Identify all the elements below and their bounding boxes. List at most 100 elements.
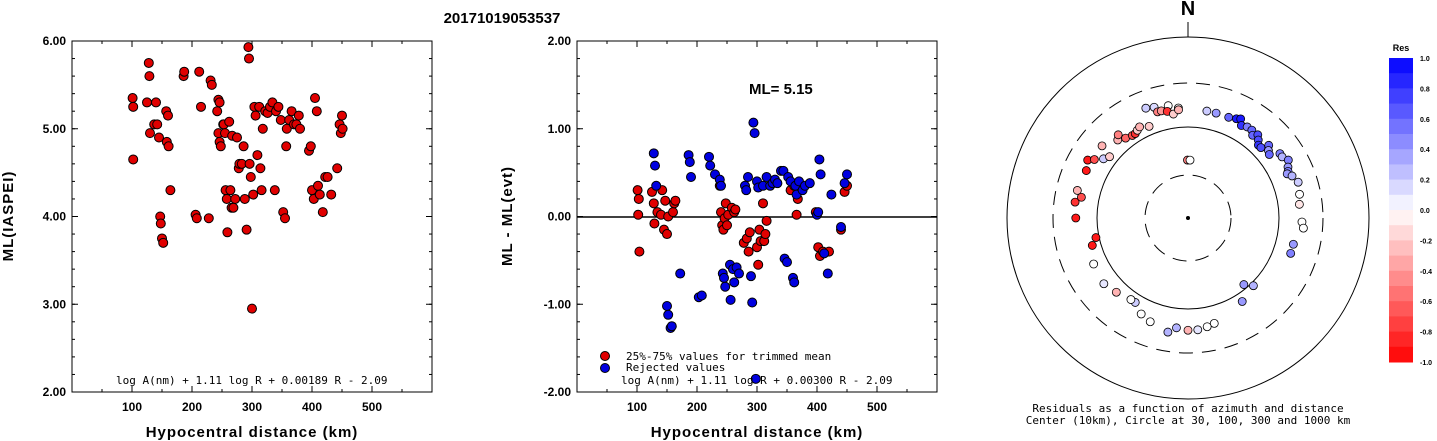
polar-point [1070,197,1080,207]
data-point [305,141,316,152]
data-point [244,158,255,169]
polar-point [1097,141,1107,151]
polar-point [1288,239,1298,249]
data-point [247,303,257,314]
data-point [662,301,672,312]
polar-point [1294,199,1304,209]
colorbar-tick-label: 0.6 [1420,117,1430,124]
data-point [273,101,284,112]
data-point [286,106,297,117]
data-point [243,42,254,53]
plot2-xlabel: Hypocentral distance (km) [651,424,864,441]
colorbar-tick-label: 0.2 [1420,178,1430,185]
plot1-axes: 100 200 300 400 500 2.00 3.00 4.00 5.00 6.00 [43,34,432,414]
polar-points [1070,101,1308,337]
y-tick-label: 3.00 [43,297,67,311]
polar-point [1185,155,1195,165]
data-point [222,227,233,238]
plot2-formula: log A(nm) + 1.11 log R + 0.00300 R - 2.0… [621,374,893,387]
y-tick-label: 4.00 [43,210,67,224]
data-point [196,101,206,112]
polar-point [1183,325,1193,335]
polar-point [1174,105,1183,115]
plot1-points [127,42,348,314]
y-tick-label: -1.00 [544,297,572,311]
colorbar-tick-label: -0.2 [1420,238,1432,245]
north-label: N [1181,0,1195,20]
data-point [842,169,852,180]
polar-point [1145,317,1155,327]
colorbar-tick-label: 0.8 [1420,86,1430,93]
polar-caption-2: Center (10km), Circle at 30, 100, 300 an… [1026,414,1351,427]
data-point [145,128,155,139]
data-point [804,178,815,189]
data-point [230,193,241,204]
data-point [214,97,225,108]
plot1-ylabel: ML(IASPEI) [0,171,17,262]
colorbar-cell [1389,331,1413,348]
azimuth-residual-plot: N Residuals as a function of azimuth and… [1006,0,1370,427]
polar-point [1144,121,1154,131]
x-tick-label: 500 [867,400,887,414]
data-point [660,195,671,206]
legend-label-trimmed: 25%-75% values for trimmed mean [626,350,831,363]
polar-point [1293,177,1303,187]
polar-point [1172,323,1181,333]
plot2-ylabel: ML - ML(evt) [499,166,516,266]
x-tick-label: 200 [182,400,202,414]
data-point [839,178,850,189]
polar-point [1076,192,1086,202]
center-dot [1186,216,1190,220]
data-point [250,110,261,121]
polar-point [1264,150,1274,159]
polar-point [1113,130,1123,140]
circle-100km [1096,126,1280,310]
plot1-formula: log A(nm) + 1.11 log R + 0.00189 R - 2.0… [116,374,388,387]
data-point [221,193,232,204]
data-point [819,248,830,259]
polar-point [1087,241,1097,250]
y-tick-label: 1.00 [548,122,572,136]
polar-point [1256,143,1266,152]
data-point [252,150,263,161]
colorbar-cell [1389,301,1413,317]
data-point [128,154,139,165]
data-point [228,202,239,213]
data-point [244,53,254,64]
data-point [749,128,760,139]
y-tick-label: 2.00 [43,385,67,399]
plot2-axes: 100 200 300 400 500 -2.00 -1.00 0.00 1.00 2.00 [544,34,937,414]
figure-title: 20171019053537 [444,10,561,27]
y-tick-label: 5.00 [43,122,67,136]
data-point [232,132,242,143]
data-point [722,220,732,231]
data-point [836,222,846,233]
data-point [670,195,681,206]
polar-point [1298,223,1308,233]
data-point [761,215,772,226]
data-point [203,213,214,224]
ml-residual-vs-distance-plot: 100 200 300 400 500 -2.00 -1.00 0.00 1.00 2.00 ML… [499,34,938,441]
polar-point [1202,106,1212,116]
data-point [275,114,286,125]
polar-point [1239,280,1249,289]
colorbar-cell [1389,346,1413,363]
x-tick-label: 200 [687,400,707,414]
data-point [633,209,644,220]
colorbar-ticks: 1.0 0.8 0.6 0.4 0.2 0.0 -0.2 -0.4 -0.6 -0.8 -1.0 [1420,56,1432,367]
data-point [633,193,644,204]
data-point [791,209,802,220]
data-point [734,268,744,279]
data-point [256,185,267,196]
colorbar-tick-label: -0.6 [1420,299,1432,306]
y-tick-label: 0.00 [548,210,572,224]
plot2-points [632,117,852,384]
data-point [248,189,259,200]
colorbar-tick-label: 0.0 [1420,208,1430,215]
colorbar-cell [1389,270,1413,287]
data-point [813,207,824,218]
data-point [144,71,155,82]
data-point [311,106,322,117]
colorbar-cell [1389,240,1413,257]
